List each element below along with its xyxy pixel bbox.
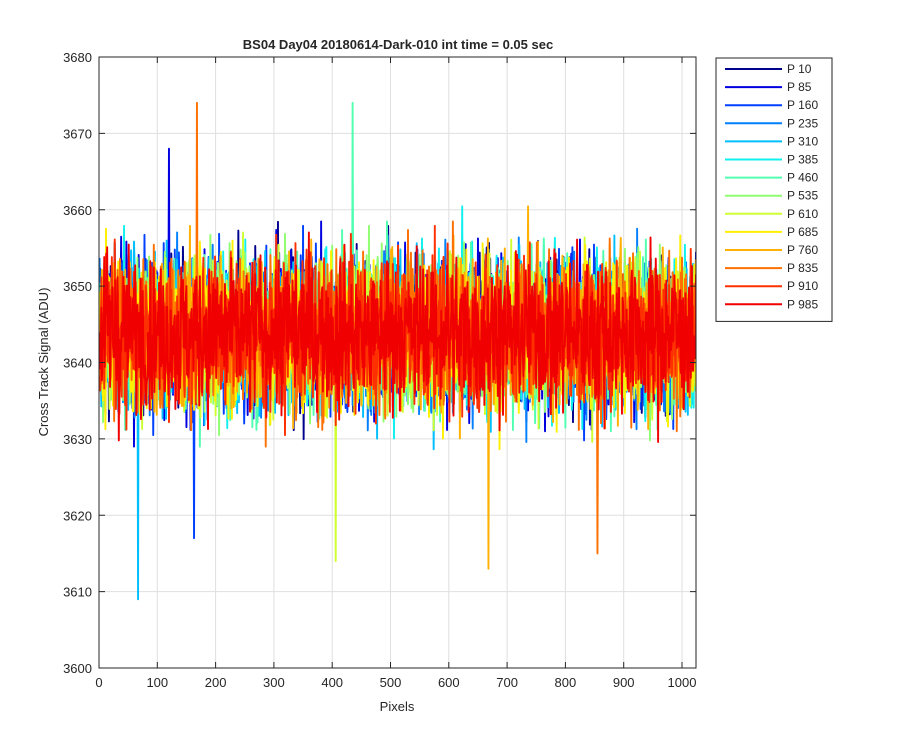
y-tick-label: 3600 — [63, 661, 92, 676]
x-tick-label: 400 — [321, 675, 343, 690]
legend-label: P 460 — [787, 171, 818, 185]
y-axis: 3600 3610 3620 3630 3640 3650 3660 3670 3680 — [63, 50, 696, 676]
y-axis-label: Cross Track Signal (ADU) — [36, 288, 51, 437]
y-tick-label: 3660 — [63, 203, 92, 218]
legend-box — [715, 57, 833, 322]
legend-label: P 610 — [787, 207, 818, 221]
x-tick-label: 700 — [496, 675, 518, 690]
x-tick-label: 300 — [263, 675, 285, 690]
y-tick-label: 3630 — [63, 432, 92, 447]
y-tick-label: 3610 — [63, 585, 92, 600]
y-tick-label: 3640 — [63, 356, 92, 371]
legend-label: P 910 — [787, 279, 818, 293]
y-tick-label: 3670 — [63, 126, 92, 141]
y-tick-label: 3650 — [63, 279, 92, 294]
legend-label: P 685 — [787, 225, 818, 239]
legend-label: P 835 — [787, 261, 818, 275]
legend-label: P 160 — [787, 98, 818, 112]
x-tick-label: 900 — [613, 675, 635, 690]
legend[interactable]: P 10 P 85 P 160 P 235 P 310 P 385 P 460 P 535 P … — [715, 57, 833, 322]
legend-label: P 385 — [787, 153, 818, 167]
legend-label: P 310 — [787, 134, 818, 148]
x-tick-label: 100 — [146, 675, 168, 690]
x-tick-label: 0 — [95, 675, 102, 690]
legend-label: P 10 — [787, 62, 812, 76]
series-group — [99, 101, 696, 601]
y-tick-label: 3680 — [63, 50, 92, 65]
x-tick-label: 600 — [438, 675, 460, 690]
y-tick-label: 3620 — [63, 508, 92, 523]
x-tick-label: 1000 — [668, 675, 697, 690]
chart-title: BS04 Day04 20180614-Dark-010 int time = … — [243, 37, 553, 52]
legend-label: P 760 — [787, 243, 818, 257]
legend-label: P 85 — [787, 80, 812, 94]
legend-label: P 535 — [787, 189, 818, 203]
legend-label: P 985 — [787, 297, 818, 311]
x-tick-label: 500 — [380, 675, 402, 690]
legend-label: P 235 — [787, 116, 818, 130]
x-axis: 0 100 200 300 400 500 600 700 800 900 1000 — [95, 57, 696, 690]
series-line-p985 — [99, 231, 696, 443]
x-tick-label: 800 — [555, 675, 577, 690]
x-tick-label: 200 — [205, 675, 227, 690]
x-axis-label: Pixels — [380, 699, 415, 714]
